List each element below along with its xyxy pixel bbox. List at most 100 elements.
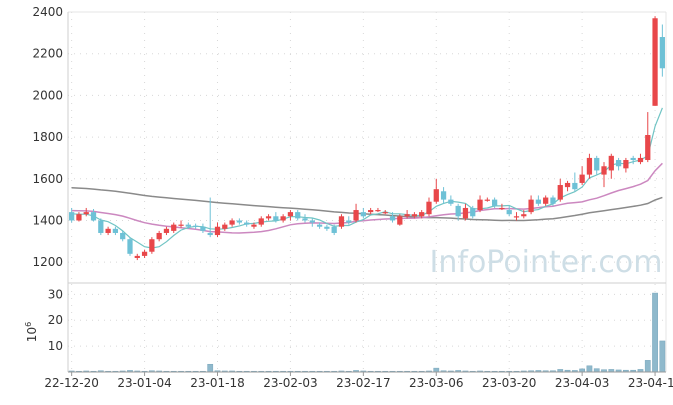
candle-body xyxy=(69,212,75,221)
candle-body xyxy=(229,220,235,225)
candle-body xyxy=(90,212,97,221)
candle-body xyxy=(353,210,359,221)
candle-body xyxy=(214,226,221,236)
candle-body xyxy=(572,182,578,190)
volume-bar xyxy=(659,340,666,373)
candle-body xyxy=(484,199,490,201)
candle-body xyxy=(455,205,461,217)
candle-body xyxy=(360,212,366,217)
candle-body xyxy=(141,251,148,256)
candle-body xyxy=(316,224,323,227)
candle-body xyxy=(557,185,563,200)
candle-body xyxy=(521,214,527,217)
volume-bar xyxy=(593,368,600,373)
candle-body xyxy=(375,210,381,212)
candle-body xyxy=(397,216,403,225)
ma5-line xyxy=(71,107,663,249)
volume-tick-label: 20 xyxy=(48,313,63,327)
candle-body xyxy=(550,197,556,204)
price-tick-label: 1800 xyxy=(32,130,63,144)
candle-body xyxy=(273,216,279,221)
price-tick-label: 1200 xyxy=(32,255,63,269)
price-tick-label: 1400 xyxy=(32,213,63,227)
candle-body xyxy=(127,239,133,254)
candle-body xyxy=(163,228,170,233)
candle-body xyxy=(411,214,418,217)
price-tick-label: 1600 xyxy=(32,172,63,186)
date-tick-label: 23-04-17 xyxy=(628,376,673,390)
price-tick-label: 2400 xyxy=(32,5,63,19)
candle-body xyxy=(236,220,243,223)
candle-body xyxy=(192,225,199,227)
candle-body xyxy=(419,212,425,217)
candle-body xyxy=(645,134,651,161)
candle-body xyxy=(608,155,614,171)
candle-body xyxy=(623,160,629,169)
date-tick-label: 23-01-18 xyxy=(190,376,244,390)
candle-body xyxy=(630,157,636,161)
candle-body xyxy=(382,212,388,214)
moving-average-lines xyxy=(71,107,663,249)
date-tick-label: 23-02-03 xyxy=(263,376,317,390)
candle-body xyxy=(302,218,308,221)
candle-body xyxy=(470,207,476,217)
candle-body xyxy=(280,216,286,221)
candle-body xyxy=(601,166,607,175)
candle-body xyxy=(368,210,374,213)
price-tick-label: 2000 xyxy=(32,88,63,102)
date-tick-label: 23-04-03 xyxy=(555,376,609,390)
candle-body xyxy=(120,232,126,240)
ma20-line xyxy=(71,162,663,234)
volume-bar xyxy=(586,365,593,373)
candle-body xyxy=(579,174,585,183)
candle-body xyxy=(287,212,294,217)
price-axis-ticks: 1200 1400 1600 1800 2000 2200 2400 xyxy=(32,5,63,269)
candle-body xyxy=(440,191,447,200)
candle-body xyxy=(404,214,410,217)
candle-body xyxy=(506,210,512,215)
candle-body xyxy=(265,216,272,219)
axes xyxy=(67,11,667,373)
candle-body xyxy=(207,232,213,236)
volume-bars xyxy=(68,292,666,373)
price-tick-label: 2200 xyxy=(32,47,63,61)
candle-body xyxy=(156,232,162,240)
candle-body xyxy=(528,199,534,213)
volume-axis-ticks: 10 20 30 xyxy=(48,287,63,353)
date-tick-label: 23-03-20 xyxy=(482,376,536,390)
ma60-line xyxy=(71,186,663,222)
candle-body xyxy=(178,224,184,226)
volume-bar xyxy=(207,363,214,373)
candle-body xyxy=(659,37,665,69)
date-tick-label: 23-02-17 xyxy=(336,376,390,390)
candle-body xyxy=(112,228,119,233)
volume-bar xyxy=(644,360,651,373)
candle-body xyxy=(171,224,177,231)
candle-body xyxy=(586,157,593,175)
candle-body xyxy=(594,157,600,171)
watermark: InfoPointer.com xyxy=(430,245,663,280)
candle-body xyxy=(637,157,644,163)
candle-body xyxy=(462,207,469,219)
candle-body xyxy=(564,182,571,188)
candle-body xyxy=(105,228,111,233)
date-tick-label: 22-12-20 xyxy=(44,376,98,390)
candle-body xyxy=(543,197,549,204)
candle-body xyxy=(615,160,622,167)
date-tick-label: 23-01-04 xyxy=(117,376,171,390)
volume-tick-label: 30 xyxy=(48,287,63,301)
candle-body xyxy=(83,212,89,215)
date-axis-ticks: 22-12-20 23-01-04 23-01-18 23-02-03 23-02-17… xyxy=(44,372,673,390)
price-gridlines xyxy=(68,11,666,283)
candle-body xyxy=(331,226,337,233)
candle-body xyxy=(477,199,483,211)
candle-body xyxy=(389,216,396,221)
candle-body xyxy=(98,220,104,233)
candle-body xyxy=(535,199,542,204)
candle-body xyxy=(338,216,345,227)
candle-body xyxy=(346,220,352,223)
candle-body xyxy=(258,218,264,225)
candle-body xyxy=(222,224,228,229)
